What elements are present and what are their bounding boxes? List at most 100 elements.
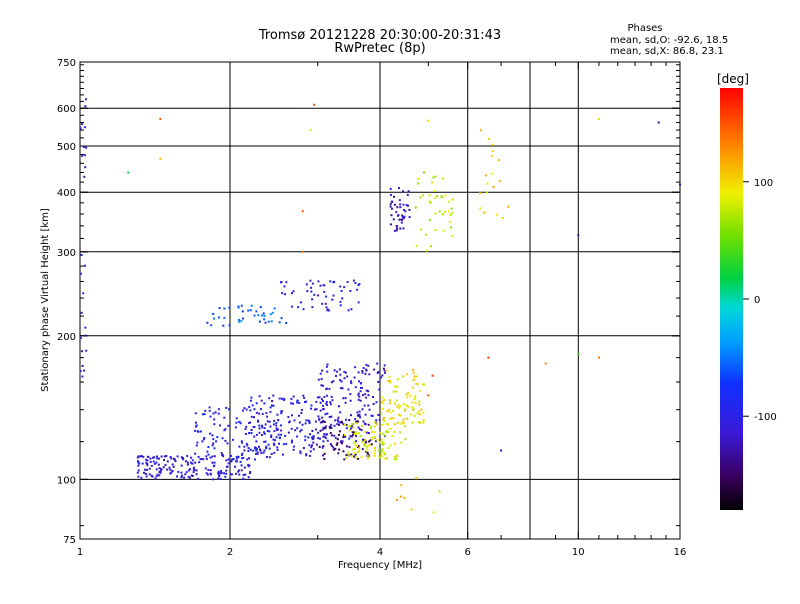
- data-point: [195, 425, 197, 428]
- data-point: [402, 217, 405, 220]
- data-point: [142, 455, 145, 458]
- data-point: [312, 448, 315, 451]
- data-point: [282, 453, 284, 456]
- data-point: [351, 431, 354, 434]
- data-point: [263, 402, 266, 405]
- data-point: [361, 440, 364, 443]
- data-point: [298, 421, 301, 424]
- data-point: [207, 453, 210, 456]
- data-point: [186, 455, 189, 457]
- data-point: [396, 206, 399, 209]
- data-point: [441, 213, 444, 216]
- data-point: [326, 394, 329, 397]
- data-point: [255, 402, 258, 405]
- data-point: [341, 387, 344, 390]
- data-point: [192, 466, 195, 469]
- data-point: [310, 404, 313, 407]
- data-point: [380, 455, 383, 458]
- data-point: [272, 438, 275, 441]
- data-point: [389, 427, 392, 430]
- data-point: [414, 397, 417, 400]
- data-point: [394, 385, 397, 388]
- data-point: [442, 177, 444, 180]
- data-point: [436, 195, 439, 197]
- data-point: [259, 306, 262, 308]
- data-point: [205, 457, 208, 460]
- data-point: [350, 414, 352, 417]
- data-point: [382, 418, 385, 421]
- data-point: [246, 444, 249, 447]
- data-point: [450, 226, 453, 229]
- data-point: [235, 421, 238, 424]
- data-point: [597, 117, 600, 120]
- data-point: [271, 400, 274, 402]
- data-point: [333, 434, 336, 437]
- data-point: [319, 421, 322, 424]
- data-point: [277, 419, 280, 422]
- y-tick-label: 500: [57, 142, 76, 153]
- data-point: [451, 198, 454, 201]
- data-point: [392, 409, 395, 412]
- data-point: [322, 445, 325, 447]
- data-point: [362, 367, 365, 369]
- data-point: [424, 233, 427, 236]
- data-point: [442, 229, 445, 232]
- data-point: [396, 378, 399, 381]
- data-point: [238, 473, 241, 476]
- data-point: [136, 456, 139, 459]
- data-point: [337, 433, 340, 436]
- data-point: [544, 362, 547, 365]
- data-point: [230, 460, 233, 463]
- data-point: [282, 443, 285, 446]
- data-point: [434, 197, 437, 200]
- data-point: [361, 408, 364, 411]
- y-tick-label: 750: [57, 58, 76, 69]
- data-point: [428, 194, 431, 197]
- data-point: [218, 307, 221, 310]
- data-point: [432, 176, 435, 179]
- data-point: [341, 440, 344, 443]
- data-point: [284, 434, 287, 437]
- data-point: [381, 441, 384, 444]
- data-point: [355, 432, 358, 435]
- data-point: [298, 402, 301, 404]
- data-point: [322, 408, 325, 411]
- data-point: [280, 429, 283, 432]
- data-point: [385, 422, 388, 425]
- data-point: [384, 453, 387, 456]
- data-point: [329, 401, 332, 404]
- data-point: [144, 468, 146, 471]
- data-point: [219, 472, 222, 475]
- data-point: [213, 418, 216, 421]
- data-point: [329, 280, 332, 283]
- data-point: [250, 304, 253, 307]
- data-point: [341, 442, 343, 445]
- data-point: [237, 470, 240, 473]
- data-point: [361, 448, 364, 451]
- data-point: [371, 430, 374, 433]
- data-point: [326, 403, 329, 406]
- data-point: [242, 473, 245, 476]
- data-point: [490, 172, 493, 175]
- data-point: [349, 399, 352, 402]
- data-point: [389, 187, 392, 190]
- data-point: [323, 457, 326, 460]
- data-point: [261, 426, 264, 429]
- data-point: [197, 455, 200, 458]
- data-point: [206, 321, 209, 324]
- data-point: [169, 468, 172, 471]
- data-point: [285, 281, 288, 284]
- data-point: [325, 402, 328, 405]
- data-point: [299, 450, 302, 453]
- data-point: [382, 416, 385, 419]
- data-point: [380, 449, 383, 452]
- data-point: [447, 210, 450, 213]
- y-tick-label: 600: [57, 104, 76, 115]
- data-point: [259, 448, 261, 451]
- data-point: [352, 426, 355, 429]
- data-point: [322, 404, 324, 407]
- data-point: [336, 423, 339, 426]
- data-point: [255, 411, 258, 414]
- data-point: [404, 425, 407, 428]
- data-point: [381, 407, 384, 410]
